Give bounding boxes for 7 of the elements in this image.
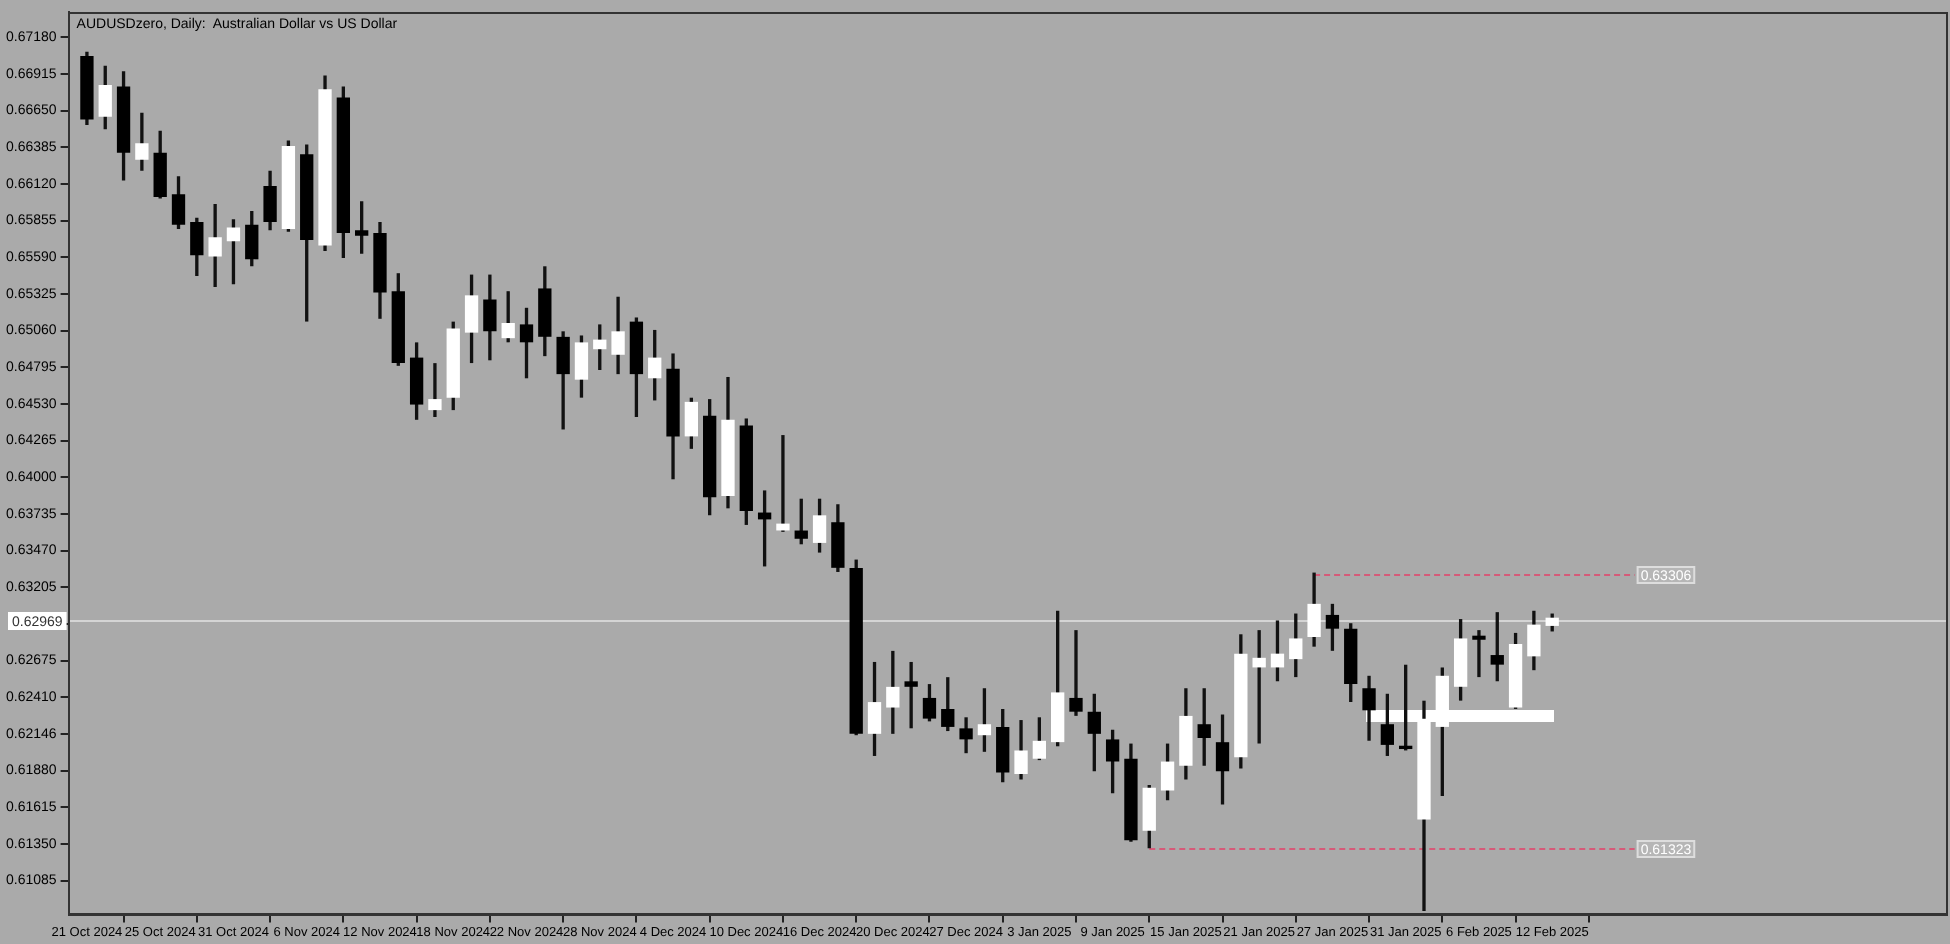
- candlestick: [904, 661, 918, 729]
- candlestick: [1252, 630, 1266, 744]
- candlestick: [1472, 630, 1486, 678]
- candlestick: [776, 435, 790, 532]
- candlestick: [208, 204, 222, 287]
- candlestick: [1069, 630, 1083, 716]
- candlestick: [428, 363, 442, 418]
